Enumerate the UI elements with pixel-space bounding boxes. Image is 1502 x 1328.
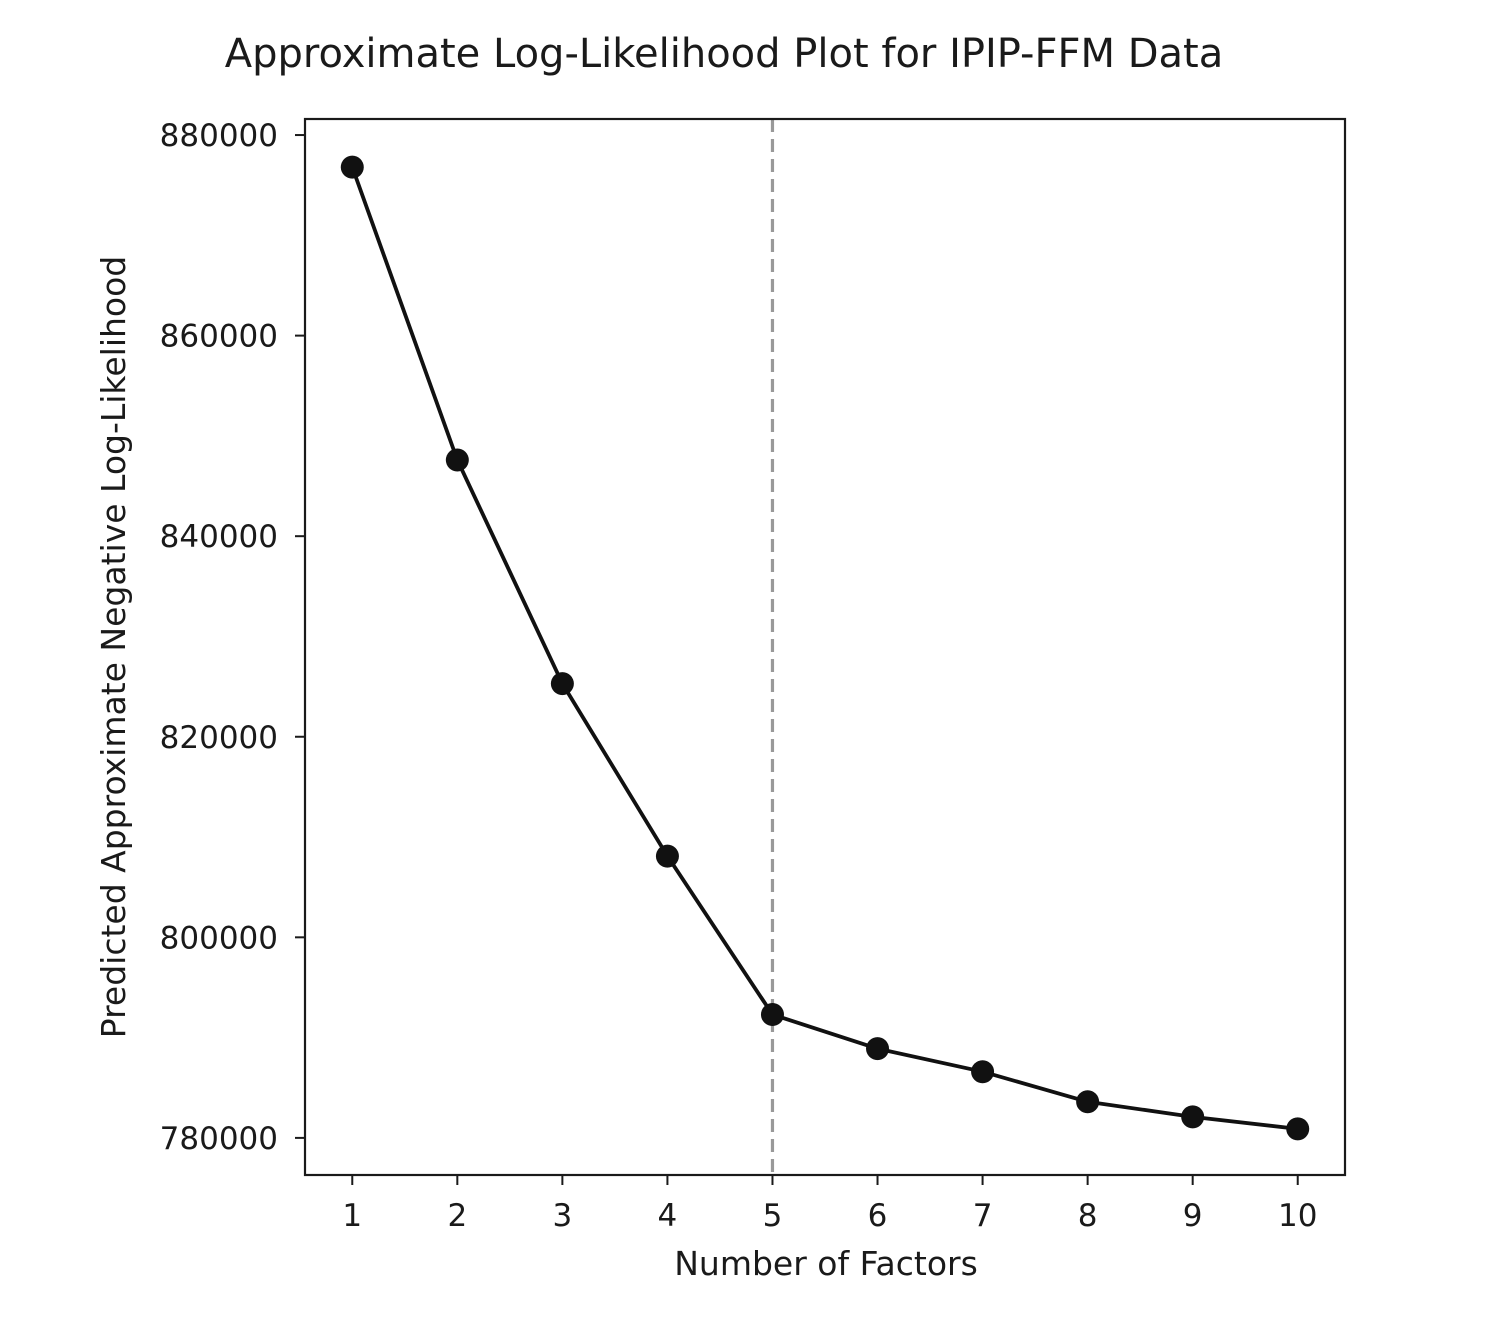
data-point xyxy=(866,1037,890,1061)
data-point xyxy=(1286,1117,1310,1141)
data-point xyxy=(655,844,679,868)
x-tick-label: 10 xyxy=(1278,1198,1317,1234)
plot-frame xyxy=(303,117,1347,1177)
series-line xyxy=(350,166,1298,1131)
chart-title: Approximate Log-Likelihood Plot for IPIP… xyxy=(225,31,1223,77)
x-tick-label: 3 xyxy=(553,1198,573,1234)
y-axis-ticks: 780000 800000 820000 840000 860000 880000 xyxy=(160,118,305,1157)
y-tick-label: 780000 xyxy=(160,1121,278,1157)
x-axis-label: Number of Factors xyxy=(674,1244,978,1283)
data-point xyxy=(340,155,364,179)
data-point xyxy=(1076,1090,1100,1114)
x-tick-label: 1 xyxy=(342,1198,362,1234)
plot-area xyxy=(340,119,1310,1175)
x-tick-label: 2 xyxy=(447,1198,467,1234)
x-tick-label: 8 xyxy=(1078,1198,1098,1234)
y-tick-label: 860000 xyxy=(160,319,278,355)
y-axis-label: Predicted Approximate Negative Log-Likel… xyxy=(94,256,133,1039)
data-point xyxy=(760,1003,784,1027)
x-tick-label: 7 xyxy=(973,1198,993,1234)
data-point xyxy=(550,672,574,696)
x-axis-ticks: 1 2 3 4 5 6 7 8 9 10 xyxy=(342,1175,1317,1234)
y-tick-label: 820000 xyxy=(160,720,278,756)
data-point xyxy=(1181,1105,1205,1129)
x-tick-label: 4 xyxy=(658,1198,678,1234)
x-tick-label: 9 xyxy=(1183,1198,1203,1234)
data-point xyxy=(971,1060,995,1084)
x-tick-label: 5 xyxy=(763,1198,783,1234)
x-tick-label: 6 xyxy=(868,1198,888,1234)
data-point xyxy=(445,448,469,472)
y-tick-label: 800000 xyxy=(160,920,278,956)
y-tick-label: 840000 xyxy=(160,519,278,555)
y-tick-label: 880000 xyxy=(160,118,278,154)
